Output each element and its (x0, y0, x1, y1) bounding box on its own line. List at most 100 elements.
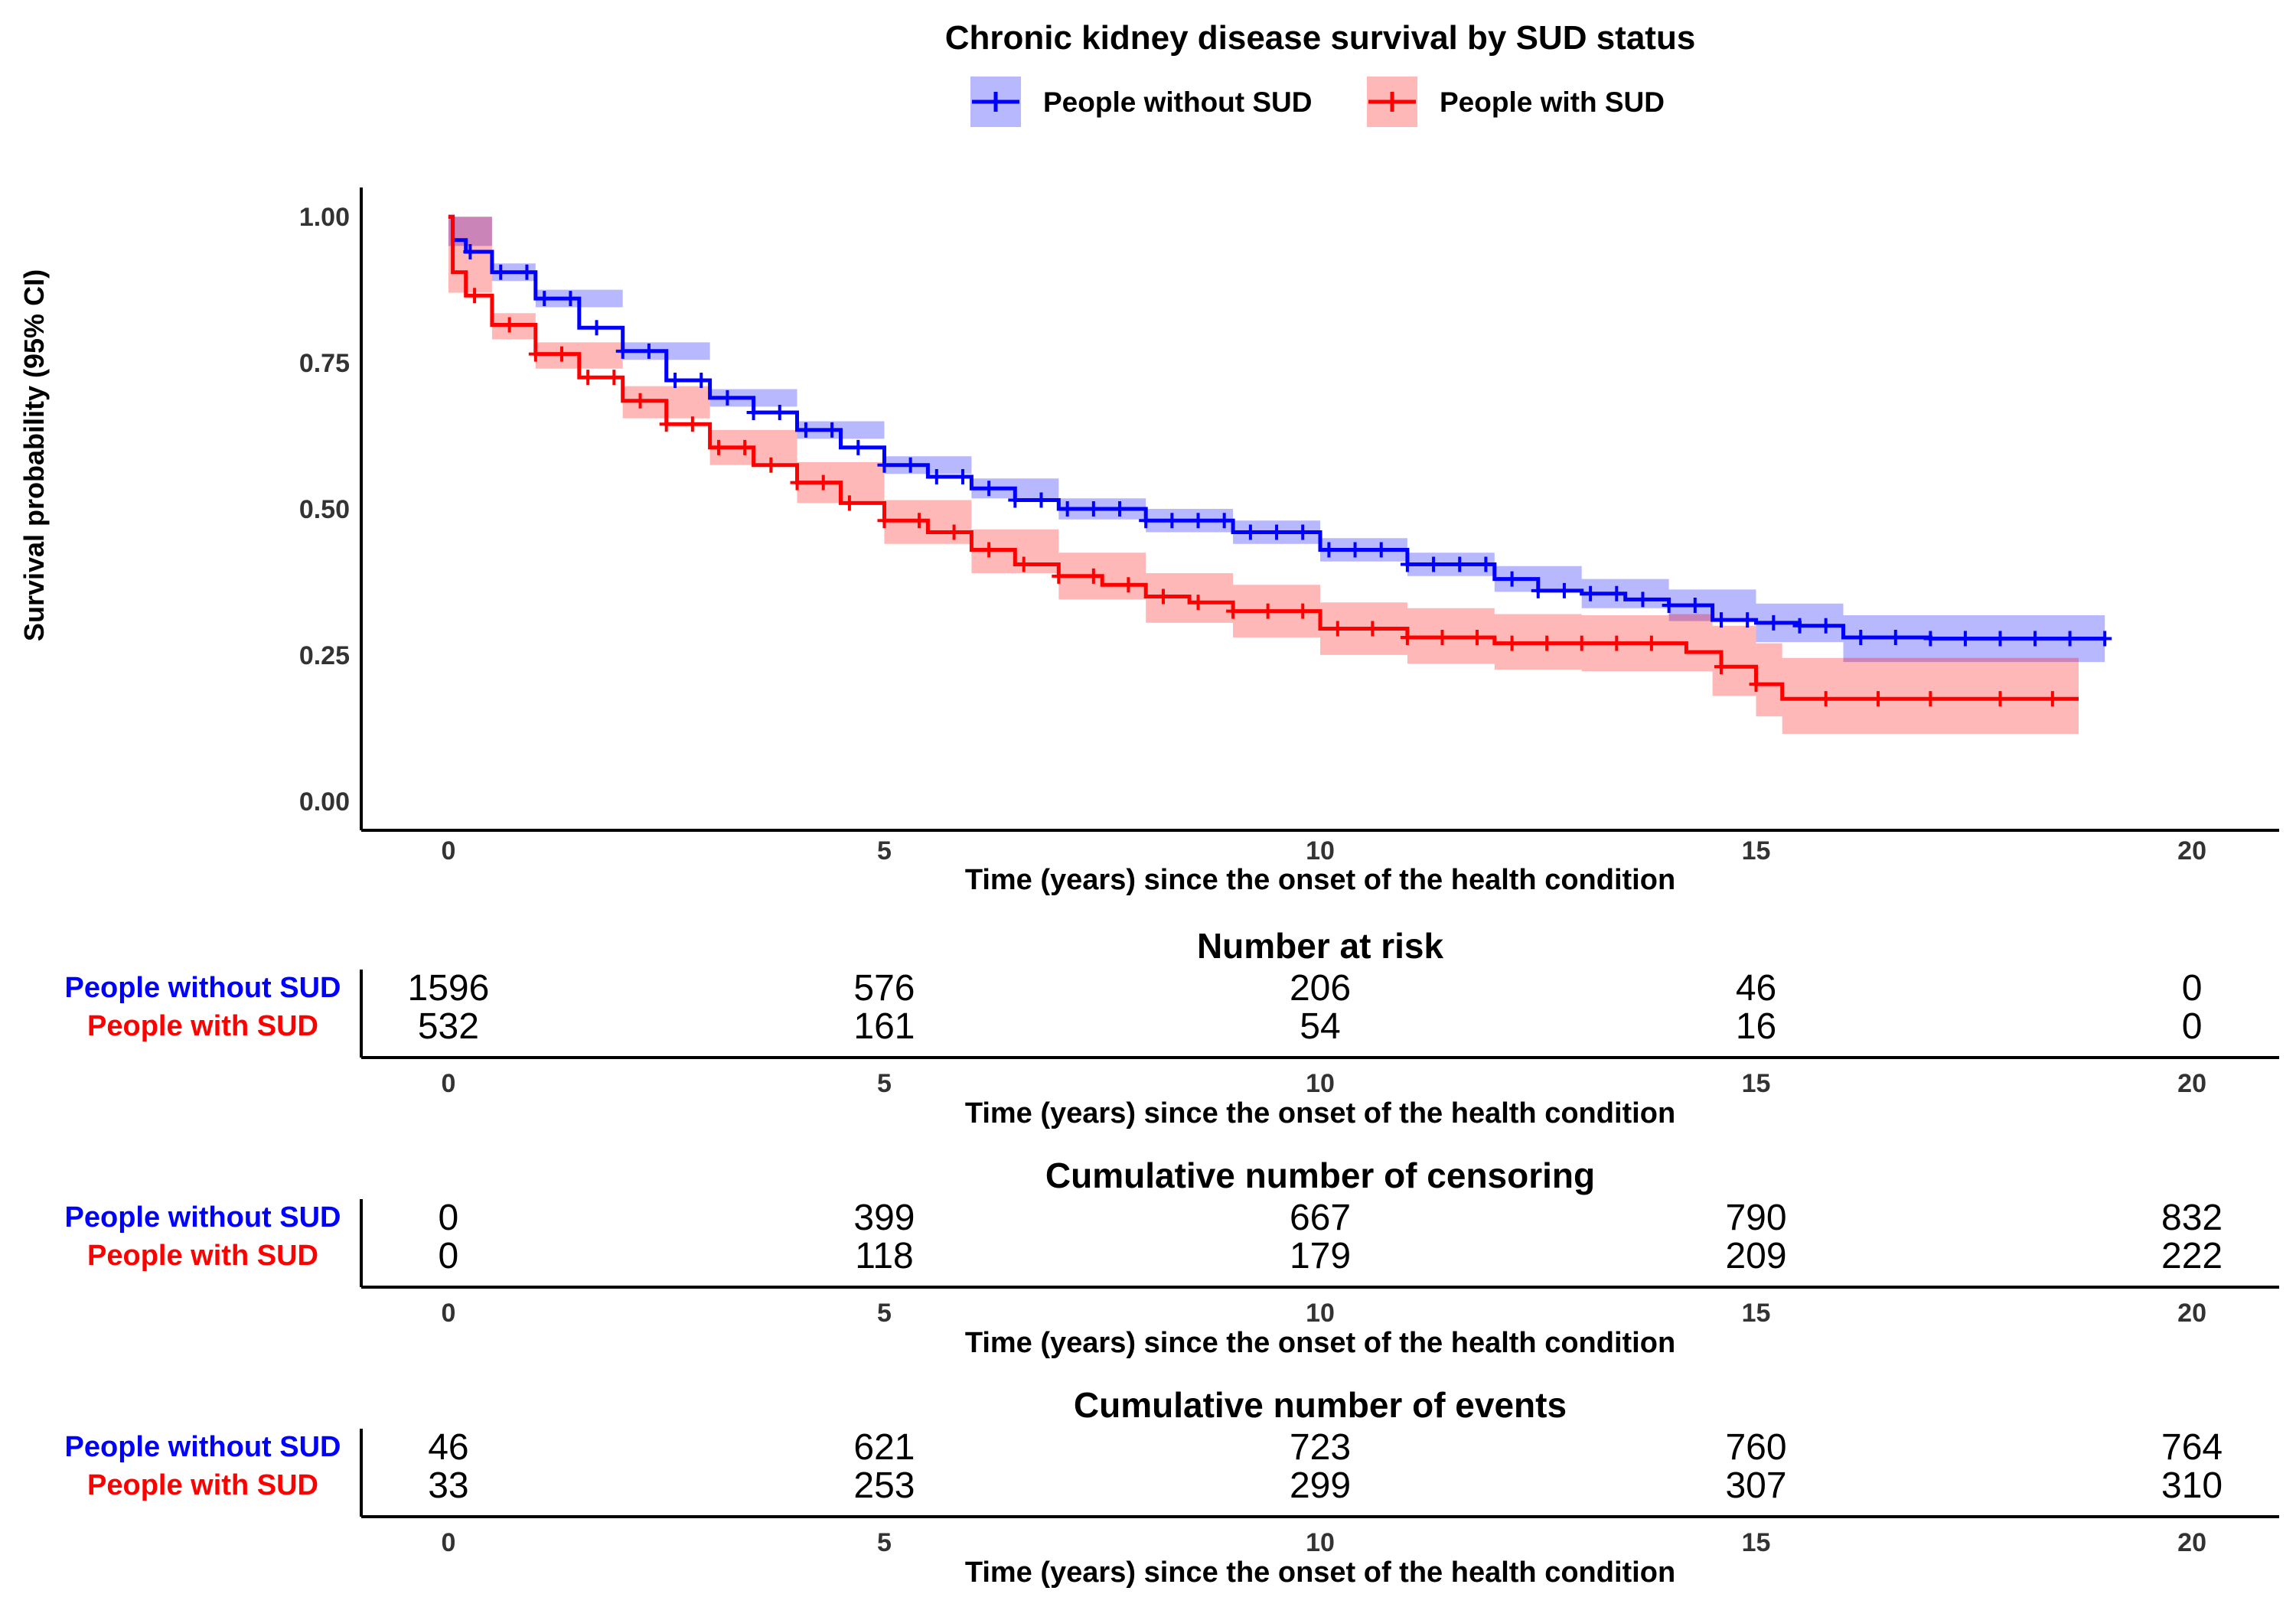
censor-mark (1644, 635, 1658, 651)
table-cell: 832 (2161, 1198, 2223, 1238)
censor-mark (1958, 631, 1972, 647)
x-axis-title: Time (years) since the onset of the heal… (965, 864, 1675, 896)
table-x-tick-label: 5 (877, 1528, 892, 1557)
censor-mark (1766, 614, 1781, 631)
censor-mark (1636, 592, 1650, 608)
censor-mark (1688, 598, 1702, 613)
censor-mark (947, 524, 961, 540)
censor-mark (1609, 585, 1624, 601)
censor-mark (1243, 524, 1257, 540)
censor-mark (1296, 603, 1310, 619)
table-cell: 760 (1725, 1427, 1786, 1468)
censor-mark (816, 474, 830, 491)
legend-label-0: People without SUD (1043, 86, 1313, 118)
y-tick-label: 0.50 (299, 495, 350, 524)
table-x-tick-label: 15 (1742, 1528, 1771, 1557)
censor-mark (903, 457, 918, 473)
censor-marks-1 (468, 288, 2060, 707)
censor-mark (1113, 501, 1127, 517)
censor-mark (2098, 631, 2112, 647)
table-cell: 764 (2161, 1427, 2223, 1468)
censor-mark (825, 422, 840, 438)
censor-mark (668, 373, 683, 388)
censor-mark (772, 405, 787, 420)
censor-mark (746, 405, 761, 420)
censor-mark (877, 457, 892, 473)
censor-mark (1574, 635, 1589, 651)
table-x-tick-label: 20 (2177, 1299, 2206, 1328)
censor-mark (790, 474, 804, 491)
table-cell: 0 (439, 1198, 459, 1238)
table-cell: 16 (1736, 1006, 1776, 1047)
table-x-tick-label: 0 (441, 1528, 455, 1557)
table-cell: 118 (855, 1236, 914, 1276)
censor-mark (1217, 513, 1231, 529)
censor-mark (1871, 691, 1886, 707)
y-tick-label: 0.00 (299, 787, 350, 817)
table-x-tick-label: 15 (1742, 1069, 1771, 1098)
censor-mark (1540, 635, 1554, 651)
censor-mark (1374, 542, 1388, 558)
censor-mark (1531, 582, 1545, 598)
censor-mark (589, 320, 604, 336)
censor-mark (581, 370, 595, 386)
table-x-tick-label: 10 (1306, 1299, 1335, 1328)
legend-label-1: People with SUD (1440, 86, 1665, 118)
legend: People without SUD People with SUD (970, 77, 1665, 127)
legend-item: People without SUD (970, 77, 1313, 127)
censor-mark (798, 422, 813, 438)
table-cell: 0 (439, 1236, 459, 1276)
table-x-tick-label: 20 (2177, 1069, 2206, 1098)
censor-mark (1191, 513, 1205, 529)
censor-mark (554, 346, 569, 362)
censor-mark (955, 469, 970, 484)
censor-mark (1583, 585, 1598, 601)
table-cell: 299 (1290, 1465, 1351, 1506)
censor-mark (720, 390, 735, 406)
table-cell: 46 (1736, 968, 1776, 1009)
table-title: Number at risk (1197, 926, 1444, 966)
censor-mark (1818, 691, 1833, 707)
table-title: Cumulative number of censoring (1045, 1156, 1595, 1195)
censor-mark (1888, 630, 1903, 645)
x-tick-label: 0 (441, 836, 455, 865)
censor-mark (685, 416, 700, 432)
table-x-tick-label: 10 (1306, 1528, 1335, 1557)
x-tick-label: 10 (1306, 836, 1335, 865)
censor-mark (877, 513, 892, 529)
table-cell: 0 (2182, 968, 2203, 1009)
table-x-axis-title: Time (years) since the onset of the heal… (965, 1327, 1675, 1359)
censor-mark (1139, 513, 1153, 529)
censor-mark (1453, 556, 1467, 572)
censor-mark (1714, 659, 1728, 675)
table-cell: 46 (428, 1427, 468, 1468)
table-cell: 399 (853, 1198, 915, 1238)
table-risk: Number at risk People without SUD 1596 576 2… (65, 926, 2279, 1129)
censor-mark (1270, 524, 1284, 540)
table-row-label: People without SUD (65, 972, 341, 1004)
table-row-label: People without SUD (65, 1201, 341, 1234)
risk-tables: Number at risk People without SUD 1596 576 2… (65, 926, 2279, 1589)
censor-marks-0 (463, 244, 2112, 647)
legend-item: People with SUD (1367, 77, 1665, 127)
censor-mark (528, 346, 543, 362)
censor-mark (520, 264, 534, 280)
censor-mark (1993, 631, 2007, 647)
table-cell: 33 (428, 1465, 468, 1506)
censor-mark (607, 370, 621, 386)
table-events: Cumulative number of events People withou… (65, 1385, 2279, 1589)
table-cell: 161 (853, 1006, 915, 1047)
table-row-label: People with SUD (87, 1240, 318, 1272)
ci-band-1 (448, 217, 2079, 734)
y-tick-label: 0.75 (299, 349, 350, 378)
censor-mark (463, 244, 478, 259)
censor-mark (1052, 568, 1066, 584)
censor-mark (1818, 618, 1833, 634)
censor-mark (1330, 621, 1345, 637)
table-title: Cumulative number of events (1074, 1385, 1567, 1425)
censor-mark (1322, 542, 1336, 558)
table-cell: 310 (2161, 1465, 2223, 1506)
censor-mark (851, 439, 866, 455)
censor-mark (1427, 556, 1441, 572)
